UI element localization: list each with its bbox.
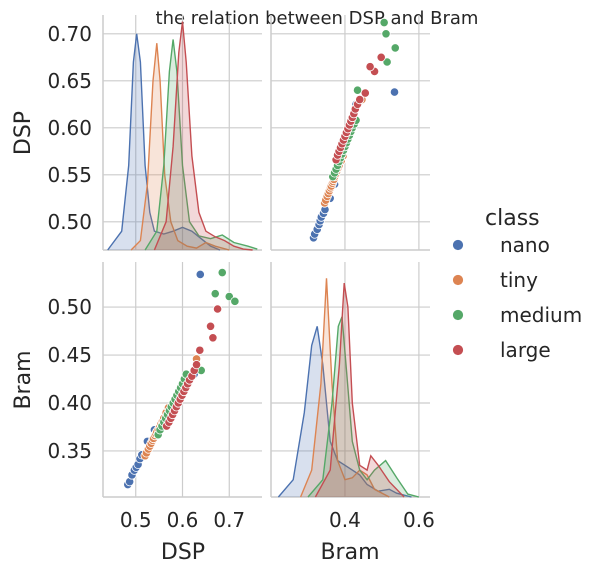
kde-line-medium	[307, 316, 420, 498]
y-tick-label: 0.60	[47, 116, 92, 140]
kde-fill-large	[315, 283, 405, 497]
kde-fill-large	[154, 21, 253, 250]
kde-line-nano	[107, 33, 221, 251]
scatter-point-large	[205, 321, 216, 331]
y-tick-label: 0.70	[47, 22, 92, 46]
scatter-point-medium	[382, 57, 392, 67]
scatter-point-nano	[389, 87, 400, 97]
kde-fill-tiny	[300, 278, 390, 497]
scatter-point-large	[360, 88, 370, 98]
scatter-point-large	[208, 333, 218, 343]
y-tick-label: 0.40	[47, 391, 92, 415]
kde-line-large	[314, 282, 405, 498]
legend-marker-tiny	[452, 274, 464, 286]
scatter-point-medium	[217, 267, 227, 278]
scatter-point-medium	[379, 17, 389, 28]
legend-label-large: large	[500, 338, 551, 362]
kde-fill-nano	[107, 33, 220, 250]
x-tick-label: 0.4	[329, 508, 361, 532]
y-tick-label: 0.55	[47, 163, 92, 187]
kde-line-medium	[144, 39, 258, 251]
x-axis-label: DSP	[161, 540, 205, 565]
panel-grid: 0.50 0.55 0.60 0.65 0.70 0.35 0.40 0.45 0.50 0.5 0…	[11, 15, 435, 565]
scatter-point-large	[355, 95, 365, 105]
x-tick-label: 0.5	[120, 508, 152, 532]
kde-fill-tiny	[131, 43, 230, 251]
legend-label-nano: nano	[500, 233, 550, 257]
legend-label-medium: medium	[500, 303, 582, 327]
legend-marker-medium	[452, 309, 464, 321]
scatter-point-large	[365, 62, 375, 72]
scatter-point-medium	[352, 85, 363, 95]
y-axis-label: Bram	[11, 350, 36, 409]
kde-line-large	[153, 21, 253, 251]
legend-marker-large	[452, 344, 464, 356]
legend-marker-nano	[452, 239, 464, 251]
scatter-point-medium	[230, 296, 240, 306]
y-tick-label: 0.50	[47, 295, 92, 319]
scatter-point-medium	[381, 29, 391, 39]
kde-line-nano	[277, 326, 412, 498]
scatter-point-medium	[210, 289, 220, 299]
x-tick-label: 0.7	[213, 508, 245, 532]
scatter-point-large	[376, 52, 386, 62]
x-axis-label: Bram	[320, 540, 379, 565]
y-axis-label: DSP	[11, 111, 36, 155]
scatter-point-medium	[390, 43, 400, 53]
legend: class nano tiny medium large	[452, 206, 582, 362]
kde-fill-medium	[145, 39, 258, 251]
kde-fill-nano	[278, 326, 412, 497]
y-tick-label: 0.35	[47, 439, 92, 463]
scatter-point-large	[195, 345, 205, 355]
scatter-point-large	[212, 304, 223, 314]
x-tick-label: 0.6	[167, 508, 199, 532]
legend-label-tiny: tiny	[500, 268, 538, 292]
scatter-point-nano	[195, 269, 205, 280]
x-tick-label: 0.6	[403, 508, 435, 532]
y-tick-label: 0.45	[47, 343, 92, 367]
chart-title: the relation between DSP and Bram	[156, 8, 479, 29]
y-tick-label: 0.65	[47, 69, 92, 93]
legend-title: class	[485, 206, 540, 231]
scatter-point-large	[191, 360, 202, 370]
y-tick-label: 0.50	[47, 210, 92, 234]
